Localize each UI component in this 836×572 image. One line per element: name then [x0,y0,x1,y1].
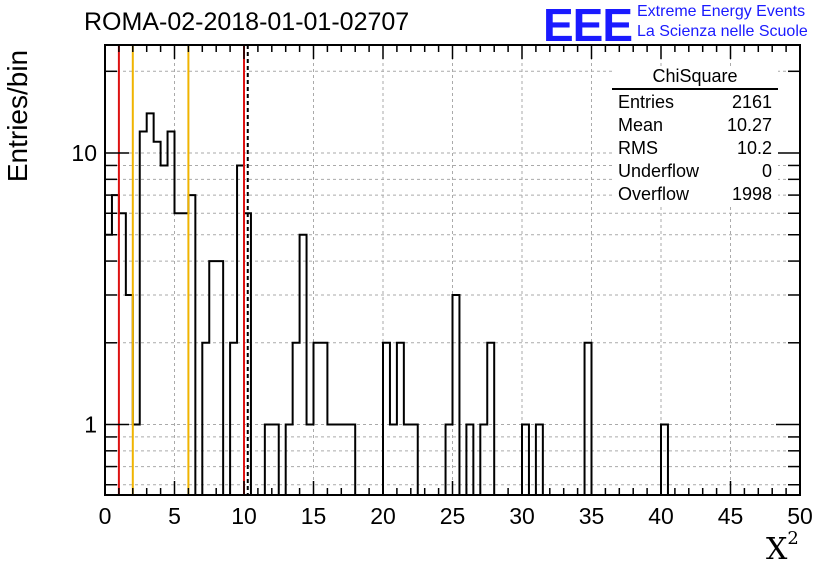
stats-label: Underflow [618,161,700,181]
histogram-bin [209,261,216,495]
x-axis-label: Χ2 [766,528,799,567]
x-axis-label-superscript: 2 [787,528,799,549]
stats-row-entries: Entries 2161 [612,91,778,114]
chart-title: ROMA-02-2018-01-01-02707 [84,8,410,36]
x-tick-label: 5 [168,503,181,529]
x-tick-label: 30 [509,503,535,529]
histogram-bin [175,213,182,495]
histogram-bin [585,343,592,495]
stats-label: Overflow [618,184,690,204]
histogram-bin [230,343,237,495]
histogram-bin [314,343,321,495]
stats-value: 0 [761,161,772,181]
stats-label: RMS [618,138,658,158]
stats-row-mean: Mean 10.27 [612,114,778,137]
y-tick-label: 1 [84,412,97,438]
stats-box: ChiSquare Entries 2161 Mean 10.27 RMS 10… [612,66,778,206]
histogram-bin [397,343,404,495]
logo-subtitle-2: La Scienza nelle Scuole [637,23,808,40]
y-tick-label: 10 [71,140,97,166]
histogram-bin [216,261,223,495]
x-tick-label: 20 [370,503,396,529]
histogram-bin [126,295,133,495]
stats-value: 2161 [731,92,772,112]
histogram-bin [140,132,147,495]
x-tick-label: 10 [231,503,257,529]
histogram-bin [119,213,126,495]
stats-value: 10.27 [726,115,772,135]
x-tick-label: 50 [787,503,813,529]
histogram-bin [147,113,154,495]
x-tick-label: 35 [579,503,605,529]
x-tick-label: 0 [99,503,112,529]
stats-label: Entries [618,92,675,112]
histogram-bin [168,132,175,495]
histogram-bin [320,343,327,495]
histogram-bin [112,195,119,495]
histogram-bin [105,235,112,495]
histogram-bin [383,343,390,495]
stats-row-overflow: Overflow 1998 [612,183,778,206]
histogram-bin [188,195,195,495]
stats-title: ChiSquare [612,66,778,90]
histogram-bin [161,165,168,495]
histogram-bin [300,235,307,495]
histogram-bin [181,213,188,495]
histogram-bin [293,343,300,495]
x-tick-label: 25 [440,503,466,529]
x-axis-label-text: Χ [766,532,788,567]
logo-subtitle-1: Extreme Energy Events [637,3,806,20]
histogram-bin [487,343,494,495]
stats-label: Mean [618,115,664,135]
histogram-bin [202,343,209,495]
stats-row-underflow: Underflow 0 [612,160,778,183]
stats-value: 1998 [731,184,772,204]
stats-value: 10.2 [736,138,772,158]
y-axis-label: Entries/bin [2,49,33,183]
x-tick-label: 40 [648,503,674,529]
eee-logo: EEE [543,0,633,51]
stats-row-rms: RMS 10.2 [612,137,778,160]
histogram-bin [453,295,460,495]
x-tick-label: 15 [301,503,327,529]
x-tick-label: 45 [718,503,744,529]
histogram-bin [237,165,244,495]
